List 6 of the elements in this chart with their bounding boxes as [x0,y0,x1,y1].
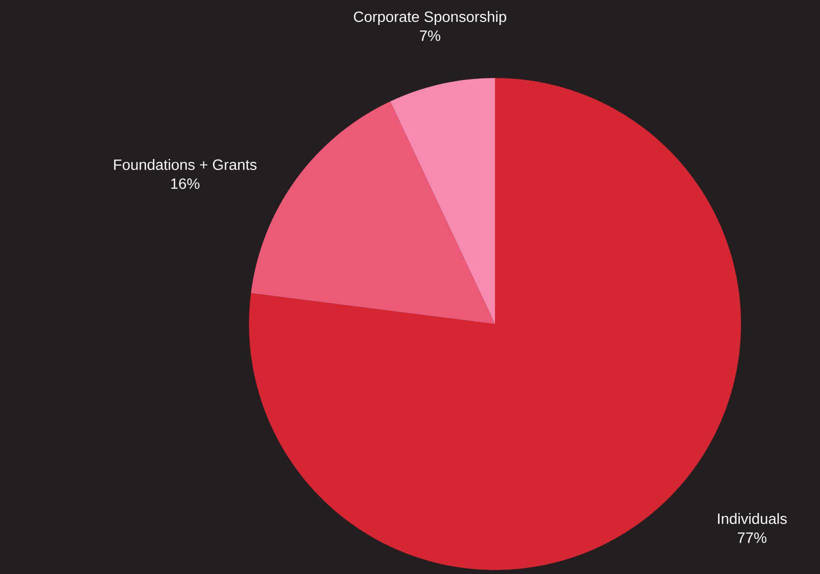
slice-label: Corporate Sponsorship [354,11,506,25]
slice-label: Individuals [718,513,787,524]
data-label: 7% [420,30,440,41]
slice-label: Foundations + Grants [114,159,256,170]
data-label: 77% [738,532,766,543]
data-label: 16% [171,178,200,189]
